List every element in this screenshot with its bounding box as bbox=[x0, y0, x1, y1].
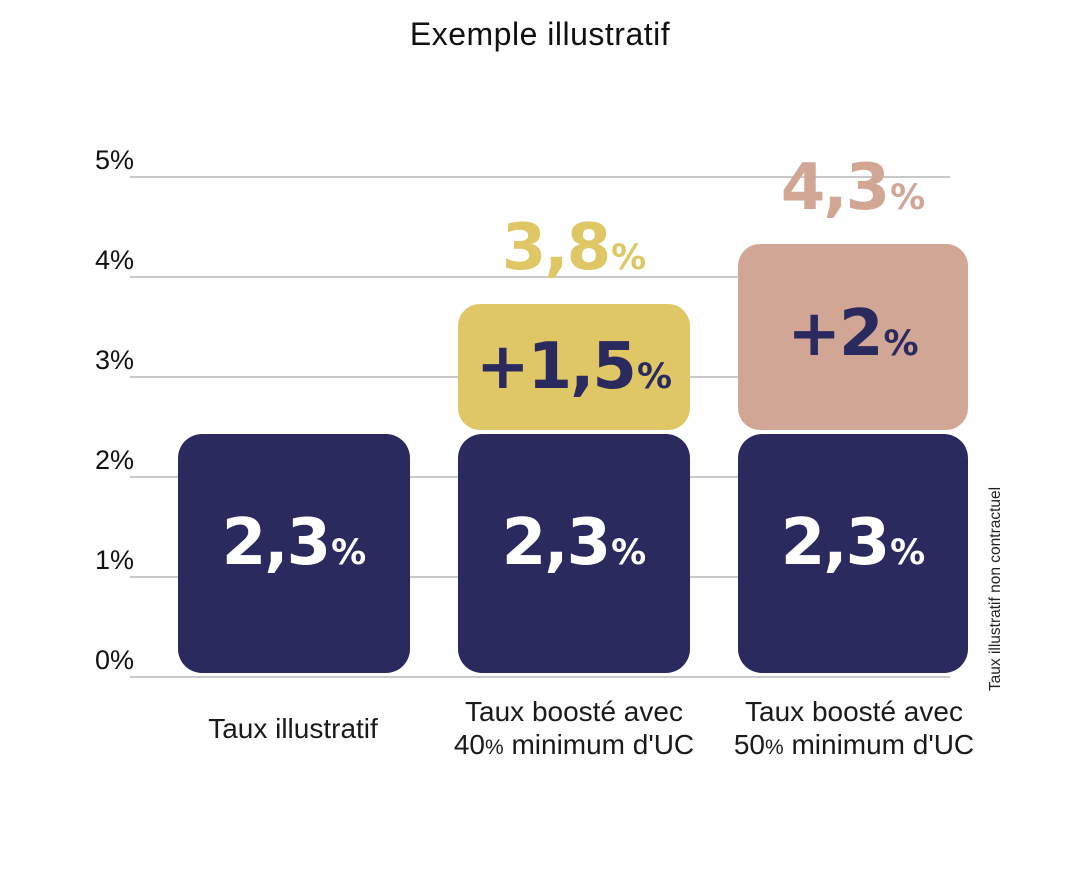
y-tick-4pct: 4% bbox=[95, 245, 135, 275]
base-bar-3: 2,3% bbox=[738, 434, 968, 673]
boost-segment-bar3: +2% bbox=[738, 244, 968, 430]
x-label-bar3-num: 50 bbox=[733, 729, 765, 760]
x-label-bar3-line1: Taux boosté avec bbox=[745, 696, 963, 727]
y-tick-2pct: 2% bbox=[95, 445, 135, 475]
base-value-label-bar2: 2,3% bbox=[502, 511, 646, 575]
percent-sign: % bbox=[484, 736, 504, 759]
total-value-bar3: 4,3 bbox=[780, 151, 890, 225]
y-tick-5pct: 5% bbox=[95, 145, 135, 175]
percent-sign: % bbox=[611, 238, 647, 278]
boost-value-label-bar3: +2% bbox=[787, 302, 918, 366]
y-tick-3pct: 3% bbox=[95, 345, 135, 375]
percent-sign: % bbox=[331, 532, 367, 573]
footnote-disclaimer: Taux illustratif non contractuel bbox=[987, 486, 1004, 692]
boost-segment-bar2: +1,5% bbox=[458, 304, 690, 430]
base-value-bar2: 2,3 bbox=[501, 505, 611, 580]
x-label-bar1: Taux illustratif bbox=[113, 712, 473, 745]
chart-title: Exemple illustratif bbox=[409, 16, 671, 52]
x-label-bar2-line1: Taux boosté avec bbox=[465, 696, 683, 727]
percent-sign: % bbox=[890, 532, 926, 573]
base-value-bar3: 2,3 bbox=[780, 505, 890, 580]
gridline-0pct bbox=[130, 676, 950, 678]
base-bar-1: 2,3% bbox=[178, 434, 410, 673]
total-label-bar2: 3,8% bbox=[458, 216, 690, 280]
percent-sign: % bbox=[636, 357, 673, 397]
base-value-label-bar1: 2,3% bbox=[222, 511, 366, 575]
base-value-bar1: 2,3 bbox=[221, 505, 331, 580]
total-value-bar2: 3,8 bbox=[501, 211, 611, 285]
x-label-bar2-num: 40 bbox=[453, 729, 485, 760]
base-bar-2: 2,3% bbox=[458, 434, 690, 673]
gridline-4pct bbox=[130, 276, 950, 278]
total-label-bar3: 4,3% bbox=[738, 156, 968, 220]
y-tick-1pct: 1% bbox=[95, 545, 135, 575]
boost-value-label-bar2: +1,5% bbox=[476, 335, 672, 399]
percent-sign: % bbox=[883, 324, 919, 364]
x-label-bar1-text: Taux illustratif bbox=[208, 713, 378, 744]
base-value-label-bar3: 2,3% bbox=[781, 511, 925, 575]
percent-sign: % bbox=[890, 178, 926, 218]
percent-sign: % bbox=[611, 532, 647, 573]
x-label-bar2: Taux boosté avec 40% minimum d'UC bbox=[394, 695, 754, 764]
x-label-bar3: Taux boosté avec 50% minimum d'UC bbox=[674, 695, 1034, 764]
gridline-5pct bbox=[130, 176, 950, 178]
y-tick-0pct: 0% bbox=[95, 645, 135, 675]
boost-value-bar3: +2 bbox=[787, 297, 883, 371]
x-label-bar2-rest: minimum d'UC bbox=[503, 729, 695, 760]
percent-sign: % bbox=[764, 736, 784, 759]
boost-value-bar2: +1,5 bbox=[475, 330, 637, 404]
x-label-bar3-rest: minimum d'UC bbox=[783, 729, 975, 760]
